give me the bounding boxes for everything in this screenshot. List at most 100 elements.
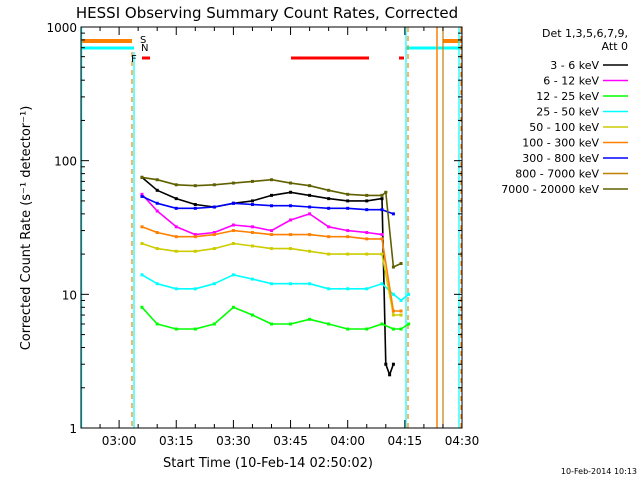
data-point: [250, 179, 254, 183]
data-point: [327, 322, 331, 326]
data-point: [140, 175, 144, 179]
data-point: [380, 197, 384, 201]
data-point: [193, 184, 197, 188]
series-line: [141, 306, 410, 330]
data-point: [193, 249, 197, 253]
data-point: [391, 327, 395, 331]
x-tick-label: 03:15: [159, 434, 194, 448]
series-7000-20000-kev: [140, 175, 403, 269]
data-point: [391, 292, 395, 296]
data-point: [399, 327, 403, 331]
data-point: [155, 209, 159, 213]
data-point: [308, 317, 312, 321]
data-point: [193, 327, 197, 331]
data-point: [308, 233, 312, 237]
data-point: [384, 190, 388, 194]
data-point: [155, 188, 159, 192]
data-point: [155, 231, 159, 235]
date-stamp: 10-Feb-2014 10:13: [561, 467, 637, 476]
data-point: [346, 252, 350, 256]
y-tick-label: 10: [62, 288, 77, 302]
data-point: [250, 231, 254, 235]
x-tick-label: 03:30: [216, 434, 251, 448]
data-point: [327, 188, 331, 192]
data-point: [174, 287, 178, 291]
series-25-50-kev: [140, 273, 411, 302]
data-point: [140, 242, 144, 246]
data-point: [308, 282, 312, 286]
data-point: [270, 322, 273, 326]
data-point: [231, 229, 235, 233]
data-point: [399, 262, 403, 266]
data-point: [365, 252, 369, 256]
legend-entry-label: 6 - 12 keV: [543, 75, 599, 88]
data-point: [250, 225, 254, 229]
y-tick-label: 1000: [46, 21, 77, 35]
data-point: [346, 327, 350, 331]
data-point: [308, 184, 312, 188]
data-point: [155, 201, 159, 205]
data-point: [193, 235, 197, 239]
series-300-800-kev: [140, 194, 395, 216]
data-point: [391, 309, 395, 313]
data-point: [365, 287, 369, 291]
night-flag-label: N: [141, 43, 148, 54]
data-point: [391, 313, 395, 317]
data-point: [289, 282, 293, 286]
data-point: [365, 208, 369, 212]
data-point: [365, 199, 369, 203]
y-tick-label: 1: [69, 422, 77, 436]
x-tick-label: 03:00: [102, 434, 137, 448]
data-point: [212, 282, 216, 286]
y-axis-label: Corrected Count Rate (s⁻¹ detector⁻¹): [19, 106, 34, 351]
data-point: [270, 178, 273, 182]
data-point: [327, 197, 331, 201]
data-point: [289, 247, 293, 251]
data-point: [380, 237, 384, 241]
data-point: [174, 249, 178, 253]
data-point: [212, 322, 216, 326]
data-point: [380, 282, 384, 286]
data-point: [289, 190, 293, 194]
chart-title: HESSI Observing Summary Count Rates, Cor…: [76, 4, 458, 22]
x-tick-label: 04:30: [445, 434, 480, 448]
data-point: [250, 244, 254, 248]
flare-flag-label: F: [131, 54, 137, 65]
data-point: [380, 322, 384, 326]
data-point: [327, 252, 331, 256]
data-point: [380, 233, 384, 237]
series-6-12-kev: [140, 192, 384, 237]
y-tick-label: 100: [54, 155, 77, 169]
data-point: [174, 183, 178, 187]
legend-entry-label: 3 - 6 keV: [550, 59, 599, 72]
data-point: [174, 235, 178, 239]
x-axis-label: Start Time (10-Feb-14 02:50:02): [163, 456, 373, 471]
data-point: [212, 233, 216, 237]
data-point: [289, 204, 293, 208]
series-line: [141, 226, 401, 312]
series-12-25-kev: [140, 305, 411, 331]
legend-entry-label: 12 - 25 keV: [536, 90, 599, 103]
data-point: [289, 233, 293, 237]
data-point: [250, 202, 254, 206]
series-line: [141, 242, 401, 316]
data-point: [155, 282, 159, 286]
series-100-300-kev: [140, 225, 403, 313]
data-point: [270, 193, 273, 197]
data-point: [270, 229, 273, 233]
data-point: [155, 247, 159, 251]
legend-entry-label: 800 - 7000 keV: [515, 168, 599, 181]
data-point: [250, 313, 254, 317]
data-point: [391, 212, 395, 216]
data-point: [384, 362, 388, 366]
legend: Det 1,3,5,6,7,9,Att 03 - 6 keV 6 - 12 keV…: [501, 27, 628, 196]
series-line: [141, 193, 383, 236]
data-point: [308, 205, 312, 209]
data-point: [140, 192, 144, 196]
series-line: [141, 273, 410, 302]
data-point: [327, 287, 331, 291]
data-point: [231, 305, 235, 309]
legend-header: Det 1,3,5,6,7,9,: [542, 27, 628, 40]
data-point: [231, 242, 235, 246]
